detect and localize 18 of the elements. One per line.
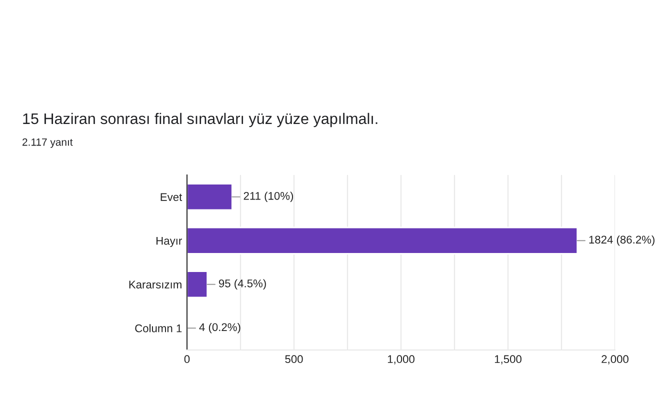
bar xyxy=(187,226,578,254)
data-label: 1824 (86.2%) xyxy=(589,235,654,246)
y-tick-label: Hayır xyxy=(156,237,182,247)
bar xyxy=(187,183,233,211)
y-tick-label: Evet xyxy=(160,193,182,202)
data-label: 211 (10%) xyxy=(244,192,294,202)
data-label: 95 (4.5%) xyxy=(218,279,266,290)
x-tick-label: 0 xyxy=(184,355,190,364)
x-tick-label: 1,000 xyxy=(388,355,414,364)
x-tick-label: 1,500 xyxy=(494,355,522,364)
text: 2.117 yanıt xyxy=(22,138,73,148)
chart-title: 15 Haziran sonrası final sınavları yüz yüze yapılmalı. xyxy=(23,112,378,128)
data-label: 4 (0.2%) xyxy=(199,322,240,334)
y-tick-label: Column 1 xyxy=(135,324,182,332)
x-tick-label: 2,000 xyxy=(602,355,628,364)
bar xyxy=(187,270,208,298)
y-tick-label: Kararsızım xyxy=(129,280,182,289)
x-tick-label: 500 xyxy=(285,355,303,364)
